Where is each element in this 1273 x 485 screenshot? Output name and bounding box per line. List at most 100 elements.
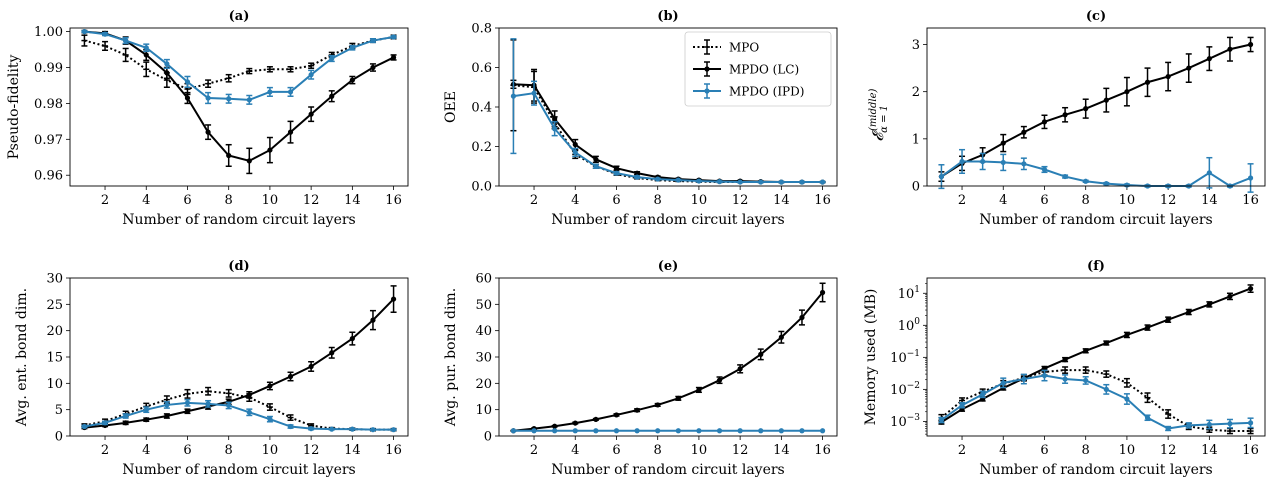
x-tick-label: 10 xyxy=(262,443,279,458)
x-tick-label: 6 xyxy=(612,193,620,208)
data-point xyxy=(696,387,702,393)
data-point xyxy=(510,93,517,99)
x-tick-label: 6 xyxy=(1040,193,1048,208)
data-point xyxy=(593,428,599,434)
data-point xyxy=(696,178,702,184)
x-tick-label: 8 xyxy=(225,443,233,458)
y-tick-label: 10−1 xyxy=(890,349,920,366)
data-point xyxy=(1124,89,1130,95)
y-axis-label: Pseudo-fidelity xyxy=(6,55,22,160)
y-tick-label: 0.2 xyxy=(471,140,492,155)
series-mpdo-ipd xyxy=(510,428,826,434)
data-point xyxy=(143,417,149,423)
series-mpdo-lc xyxy=(510,282,826,434)
data-point xyxy=(164,61,170,67)
data-point xyxy=(1227,293,1233,299)
x-tick-label: 10 xyxy=(262,193,279,208)
axes-frame xyxy=(69,277,409,437)
data-point xyxy=(390,34,397,40)
data-point xyxy=(572,149,578,156)
series-line xyxy=(940,374,1251,430)
data-point xyxy=(552,428,558,434)
data-point xyxy=(1083,377,1089,384)
y-tick-exponent: −2 xyxy=(907,381,920,391)
x-axis-label: Number of random circuit layers xyxy=(551,462,784,478)
axes-frame xyxy=(926,27,1266,187)
data-point xyxy=(1041,372,1048,379)
data-point xyxy=(593,156,599,162)
data-point xyxy=(758,428,764,434)
data-point xyxy=(938,173,945,180)
data-point xyxy=(1062,112,1068,118)
data-point xyxy=(1041,119,1048,125)
x-tick-label: 4 xyxy=(999,443,1007,458)
data-point xyxy=(349,335,355,342)
data-point xyxy=(675,177,681,183)
data-point xyxy=(164,402,170,408)
data-point xyxy=(613,165,620,171)
data-point xyxy=(510,428,517,434)
data-point xyxy=(287,129,294,135)
y-tick-base: 10 xyxy=(890,415,907,430)
data-point xyxy=(1206,56,1212,62)
data-point xyxy=(531,90,537,96)
data-point xyxy=(696,428,702,434)
data-point xyxy=(758,179,764,185)
data-point xyxy=(1247,286,1254,292)
y-tick-exponent: 0 xyxy=(914,317,920,327)
y-axis-label: Avg. ent. bond dim. xyxy=(14,288,30,427)
data-point xyxy=(1247,420,1254,426)
data-point xyxy=(184,408,191,414)
data-point xyxy=(1083,178,1089,184)
data-point xyxy=(716,179,723,185)
y-tick-label: 5 xyxy=(55,403,63,418)
data-point xyxy=(1165,317,1171,323)
y-label-sup: (middle) xyxy=(868,88,879,131)
data-point xyxy=(1062,356,1068,363)
series-line xyxy=(84,401,394,431)
x-tick-label: 16 xyxy=(1242,443,1259,458)
x-tick-label: 10 xyxy=(1119,193,1136,208)
data-point xyxy=(329,350,335,356)
series-line xyxy=(84,390,394,431)
data-point xyxy=(1062,173,1068,180)
data-point xyxy=(1227,46,1233,52)
panel-a: (a) 2 4 6 8 10 12 14 16 0.96 0.97 0.98 0.99 1.00 Numbe… xyxy=(6,9,409,228)
legend: MPO MPDO (LC) MPDO (IPD) xyxy=(684,31,832,107)
data-point xyxy=(143,52,149,58)
x-axis-label: Number of random circuit layers xyxy=(979,462,1212,478)
axes-frame xyxy=(498,277,838,437)
y-tick-label: 15 xyxy=(46,351,63,366)
x-tick-label: 8 xyxy=(654,193,662,208)
data-point xyxy=(164,70,170,76)
y-tick-base: 10 xyxy=(898,287,915,302)
y-label-sub: α = 1 xyxy=(879,105,890,133)
data-point xyxy=(778,179,784,185)
data-point xyxy=(1124,396,1130,402)
x-tick-label: 10 xyxy=(691,193,708,208)
series-mpdo-lc xyxy=(938,284,1254,425)
x-tick-label: 12 xyxy=(732,193,749,208)
data-point xyxy=(287,373,294,380)
x-tick-label: 8 xyxy=(654,443,662,458)
x-tick-label: 12 xyxy=(303,193,320,208)
y-tick-base: 10 xyxy=(890,383,907,398)
x-tick-label: 16 xyxy=(814,193,831,208)
data-point xyxy=(737,428,743,434)
series-line xyxy=(84,35,394,91)
x-tick-label: 2 xyxy=(101,443,109,458)
x-tick-label: 14 xyxy=(344,193,361,208)
legend-label: MPDO (LC) xyxy=(729,63,799,77)
data-point xyxy=(246,392,252,398)
data-point xyxy=(959,402,965,408)
series-line xyxy=(84,30,394,101)
data-point xyxy=(370,64,376,71)
x-tick-label: 16 xyxy=(814,443,831,458)
data-point xyxy=(226,96,232,102)
panel-title: (e) xyxy=(658,259,679,274)
y-axis-label: Memory used (MB) xyxy=(863,289,879,426)
data-point xyxy=(572,420,578,426)
panel-f: (f)2 4 6 8 10 12 14 1610−310−210−1100101Number … xyxy=(863,259,1266,478)
x-tick-label: 4 xyxy=(999,193,1007,208)
